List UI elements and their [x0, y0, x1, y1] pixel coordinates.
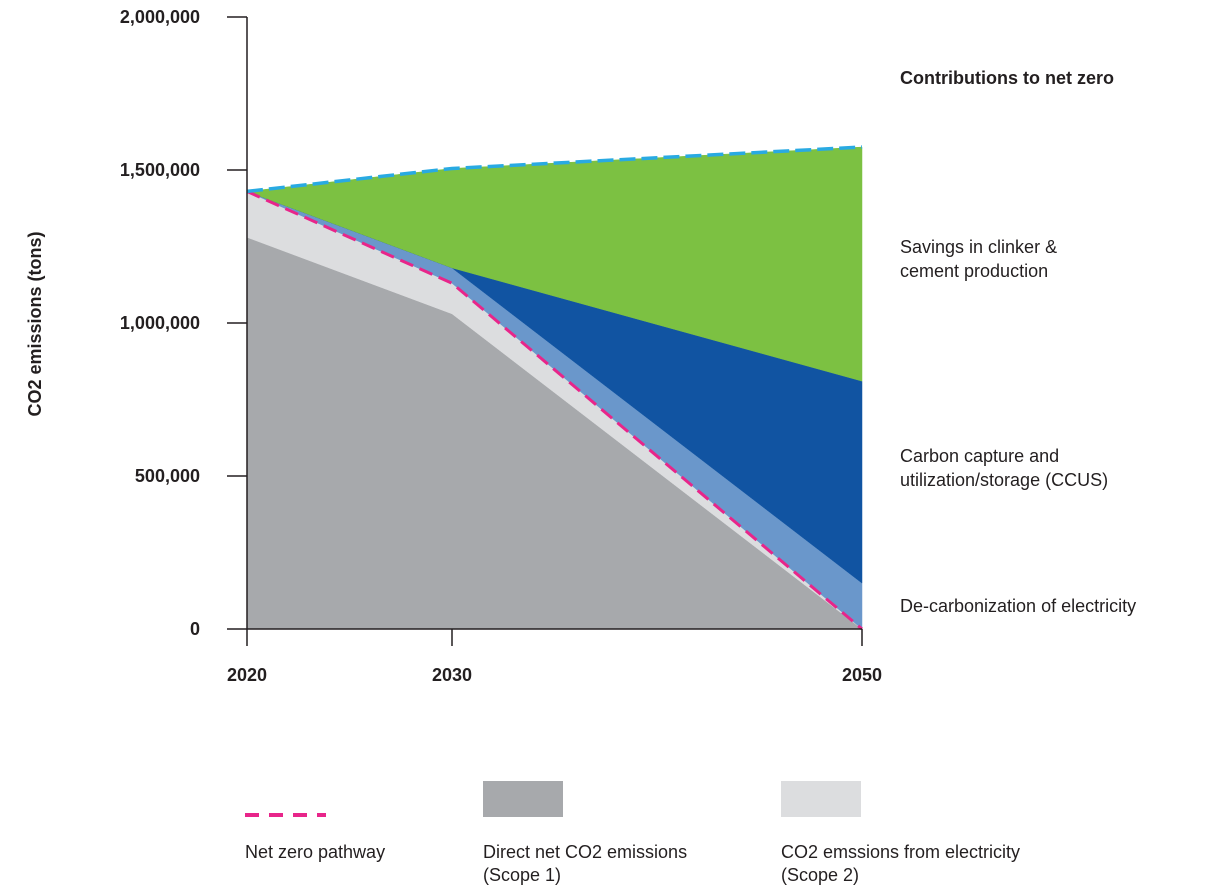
annotation-electricity: De-carbonization of electricity — [900, 596, 1137, 616]
y-tick-label: 1,500,000 — [120, 160, 200, 180]
annotation-clinker: Savings in clinker & cement production — [900, 237, 1058, 281]
legend-label-scope2: CO2 emssions from electricity (Scope 2) — [781, 842, 1021, 885]
x-tick-label: 2050 — [842, 665, 882, 685]
annotation-ccus: Carbon capture and utilization/storage (… — [900, 446, 1109, 490]
y-tick-label: 2,000,000 — [120, 7, 200, 27]
y-tick-label: 1,000,000 — [120, 313, 200, 333]
line-net-zero — [246, 190, 863, 631]
x-tick-label: 2030 — [432, 665, 472, 685]
stacked-areas — [246, 146, 863, 630]
area-clinker — [246, 146, 863, 382]
line-baseline — [246, 145, 863, 194]
x-ticks: 2020 2030 2050 — [227, 629, 882, 685]
y-tick-label: 0 — [190, 619, 200, 639]
legend-label-scope1: Direct net CO2 emissions (Scope 1) — [483, 842, 688, 885]
y-tick-label: 500,000 — [135, 466, 200, 486]
legend-scope2-swatch — [781, 781, 861, 817]
y-ticks: 0 500,000 1,000,000 1,500,000 2,000,000 — [120, 7, 247, 639]
legend-label-net-zero: Net zero pathway — [245, 842, 386, 862]
y-axis-label: CO2 emissions (tons) — [25, 231, 45, 416]
annotation-title: Contributions to net zero — [900, 68, 1114, 88]
series-lines — [246, 145, 863, 631]
x-tick-label: 2020 — [227, 665, 267, 685]
legend-scope1-swatch — [483, 781, 563, 817]
